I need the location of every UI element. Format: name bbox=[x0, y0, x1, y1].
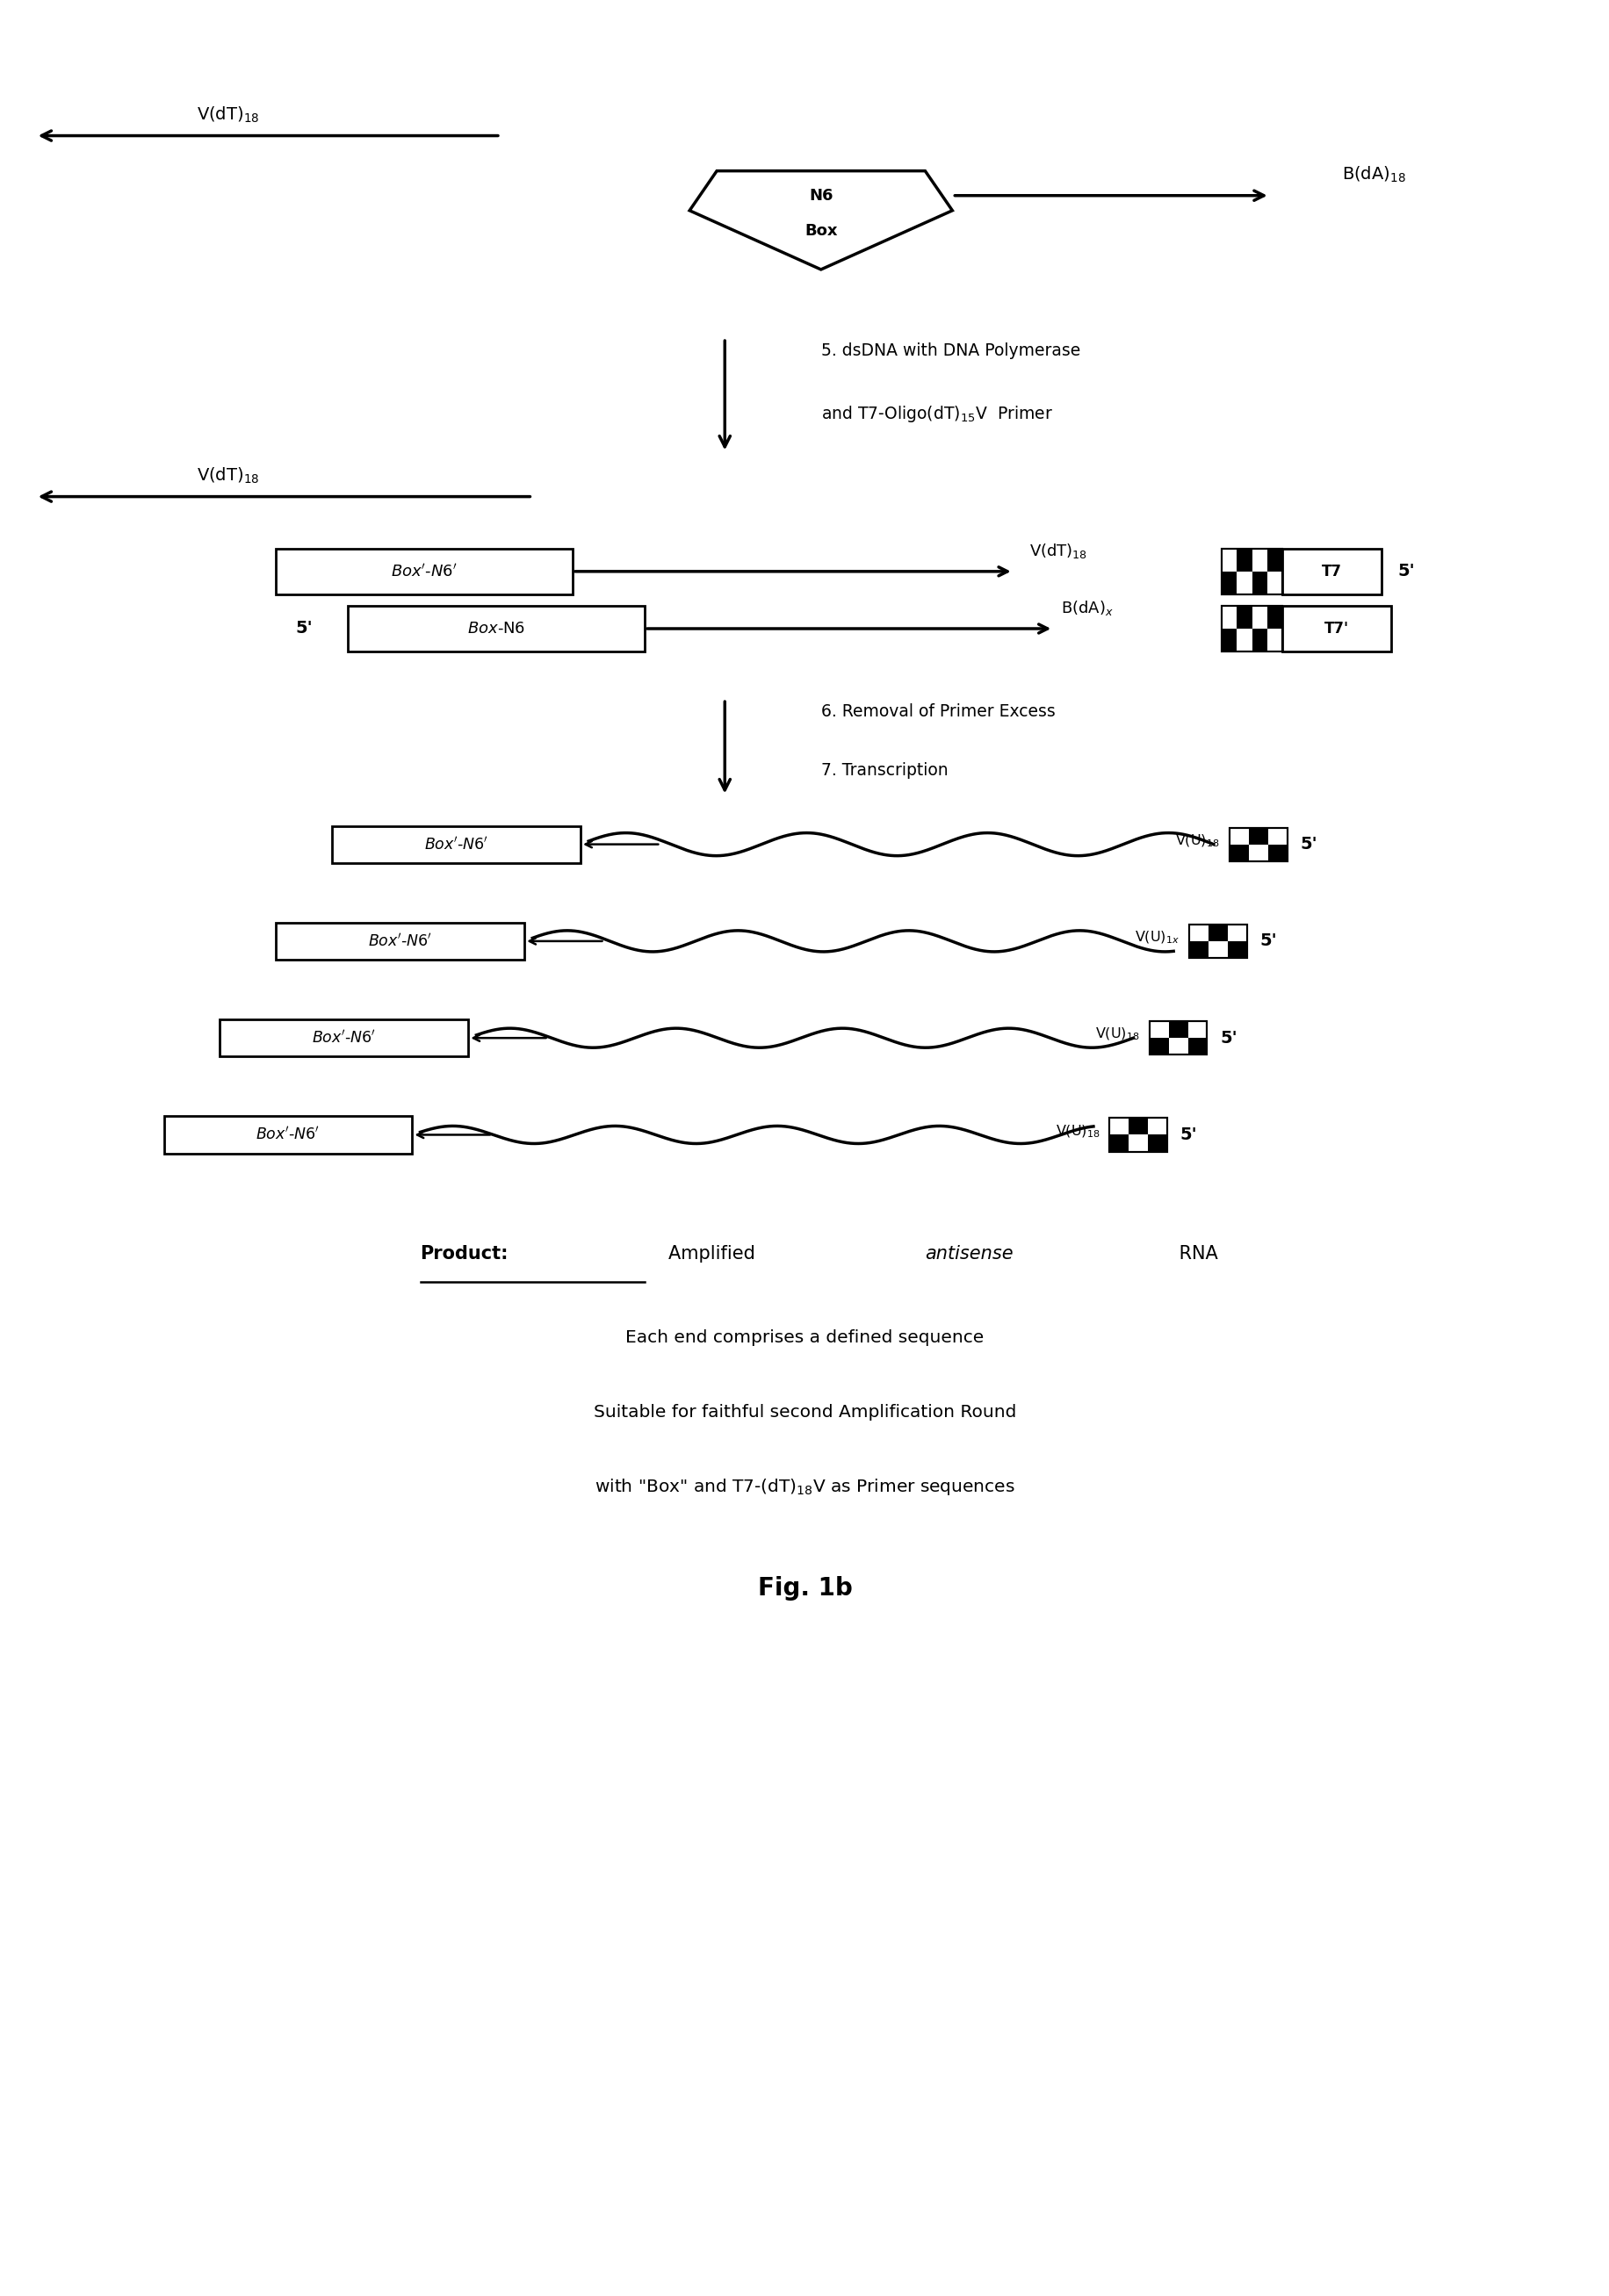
Text: antisense: antisense bbox=[925, 1244, 1014, 1263]
Bar bbox=[1221, 549, 1282, 595]
Bar bbox=[1229, 827, 1287, 861]
Text: V(dT)$_{18}$: V(dT)$_{18}$ bbox=[196, 106, 259, 124]
Text: 5': 5' bbox=[1260, 932, 1276, 951]
Text: $\mathit{Box}$-N6: $\mathit{Box}$-N6 bbox=[467, 620, 525, 636]
Text: V(dT)$_{18}$: V(dT)$_{18}$ bbox=[196, 466, 259, 484]
Text: B(dA)$_{x}$: B(dA)$_{x}$ bbox=[1060, 599, 1113, 618]
Bar bbox=[1252, 629, 1266, 652]
Bar bbox=[1189, 925, 1247, 957]
Text: with "Box" and T7-(dT)$_{18}$V as Primer sequences: with "Box" and T7-(dT)$_{18}$V as Primer… bbox=[594, 1476, 1015, 1497]
Bar bbox=[1128, 1118, 1147, 1134]
Bar bbox=[1229, 845, 1249, 861]
Text: 5. dsDNA with DNA Polymerase: 5. dsDNA with DNA Polymerase bbox=[821, 342, 1080, 358]
Text: $\mathit{Box'\text{-}N6'}$: $\mathit{Box'\text{-}N6'}$ bbox=[391, 563, 457, 581]
Bar bbox=[1249, 827, 1268, 845]
Bar bbox=[1109, 1118, 1167, 1153]
Bar bbox=[1147, 1134, 1167, 1153]
Text: Fig. 1b: Fig. 1b bbox=[758, 1575, 851, 1600]
Text: and T7-Oligo(dT)$_{15}$V  Primer: and T7-Oligo(dT)$_{15}$V Primer bbox=[821, 404, 1052, 425]
Bar bbox=[1268, 845, 1287, 861]
Bar bbox=[1221, 606, 1282, 652]
FancyBboxPatch shape bbox=[277, 549, 573, 595]
FancyBboxPatch shape bbox=[1282, 606, 1390, 652]
Bar bbox=[1187, 1038, 1207, 1054]
Text: 5': 5' bbox=[296, 620, 312, 636]
Bar bbox=[1168, 1022, 1187, 1038]
Text: T7': T7' bbox=[1324, 620, 1348, 636]
Bar bbox=[1266, 549, 1282, 572]
Text: 5': 5' bbox=[1397, 563, 1414, 581]
Bar bbox=[1221, 606, 1282, 652]
Bar bbox=[1252, 572, 1266, 595]
FancyBboxPatch shape bbox=[220, 1019, 468, 1056]
Text: N6: N6 bbox=[808, 188, 832, 204]
Text: 5': 5' bbox=[1220, 1029, 1237, 1047]
Text: 5': 5' bbox=[1300, 836, 1316, 852]
Bar bbox=[1266, 606, 1282, 629]
Bar bbox=[1208, 925, 1228, 941]
Text: Suitable for faithful second Amplification Round: Suitable for faithful second Amplificati… bbox=[594, 1403, 1015, 1421]
Text: V(U)$_{18}$: V(U)$_{18}$ bbox=[1094, 1026, 1139, 1042]
Text: V(dT)$_{18}$: V(dT)$_{18}$ bbox=[1028, 542, 1086, 560]
FancyBboxPatch shape bbox=[1282, 549, 1381, 595]
Text: Box: Box bbox=[804, 223, 837, 239]
Text: $\mathit{Box'\text{-}N6'}$: $\mathit{Box'\text{-}N6'}$ bbox=[312, 1029, 377, 1047]
Text: RNA: RNA bbox=[1173, 1244, 1218, 1263]
Text: B(dA)$_{18}$: B(dA)$_{18}$ bbox=[1342, 165, 1405, 184]
Bar bbox=[1109, 1134, 1128, 1153]
FancyBboxPatch shape bbox=[331, 827, 581, 863]
Bar bbox=[1109, 1118, 1167, 1153]
FancyBboxPatch shape bbox=[348, 606, 644, 652]
Bar bbox=[1229, 827, 1287, 861]
Text: V(U)$_{1x}$: V(U)$_{1x}$ bbox=[1134, 930, 1179, 946]
Bar bbox=[1221, 629, 1236, 652]
Text: V(U)$_{18}$: V(U)$_{18}$ bbox=[1175, 833, 1220, 850]
Text: Product:: Product: bbox=[420, 1244, 508, 1263]
Text: 6. Removal of Primer Excess: 6. Removal of Primer Excess bbox=[821, 703, 1054, 721]
Bar bbox=[1189, 941, 1208, 957]
Text: $\mathit{Box'\text{-}N6'}$: $\mathit{Box'\text{-}N6'}$ bbox=[425, 836, 488, 852]
Bar bbox=[1149, 1038, 1168, 1054]
Text: $\mathit{Box'\text{-}N6'}$: $\mathit{Box'\text{-}N6'}$ bbox=[256, 1127, 320, 1143]
FancyBboxPatch shape bbox=[164, 1116, 412, 1153]
FancyBboxPatch shape bbox=[277, 923, 525, 960]
Bar bbox=[1236, 606, 1252, 629]
Bar bbox=[1228, 941, 1247, 957]
Text: Each end comprises a defined sequence: Each end comprises a defined sequence bbox=[626, 1329, 983, 1345]
Text: Amplified: Amplified bbox=[668, 1244, 761, 1263]
Text: V(U)$_{18}$: V(U)$_{18}$ bbox=[1054, 1123, 1099, 1139]
Bar bbox=[1149, 1022, 1207, 1054]
Bar bbox=[1221, 572, 1236, 595]
Bar bbox=[1236, 549, 1252, 572]
Text: 5': 5' bbox=[1179, 1127, 1197, 1143]
Bar bbox=[1189, 925, 1247, 957]
Bar bbox=[1221, 549, 1282, 595]
Text: T7: T7 bbox=[1321, 563, 1342, 579]
Text: 7. Transcription: 7. Transcription bbox=[821, 762, 948, 778]
Text: $\mathit{Box'\text{-}N6'}$: $\mathit{Box'\text{-}N6'}$ bbox=[368, 932, 433, 951]
Bar bbox=[1149, 1022, 1207, 1054]
